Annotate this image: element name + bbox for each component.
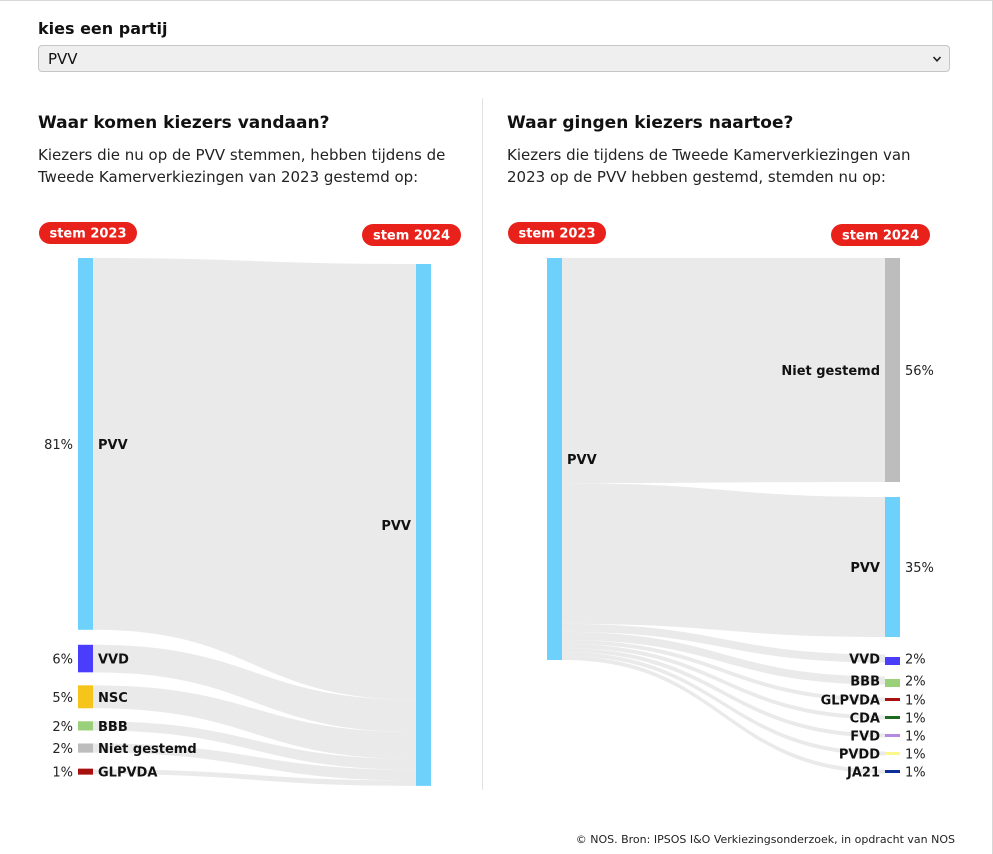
source-pct-vvd: 6%: [52, 653, 73, 668]
source-pct-niet-gestemd: 2%: [52, 742, 73, 757]
target-label-pvv: PVV: [850, 561, 880, 576]
source-node-bbb: [78, 721, 93, 731]
right-header-2024-pill: [831, 224, 930, 246]
target-label-ja21: JA21: [846, 766, 880, 781]
flow-fvd-6: [562, 647, 885, 738]
target-pct-glpvda: 1%: [905, 694, 926, 709]
flow-cda-5: [562, 643, 885, 720]
source-pct-bbb: 2%: [52, 720, 73, 735]
target-node-pvv: [885, 497, 900, 637]
target-label-vvd: VVD: [849, 653, 880, 668]
flow-glpvda-4: [562, 639, 885, 702]
source-label-pvv: PVV: [98, 438, 128, 453]
target-label-fvd: FVD: [850, 730, 880, 745]
target-node-glpvda: [885, 698, 900, 701]
flow-pvv-1: [562, 483, 885, 637]
target-pct-pvdd: 1%: [905, 748, 926, 763]
flow-ja21-8: [562, 655, 885, 774]
source-node-pvv: [78, 258, 93, 630]
flow-niet-gestemd: [93, 743, 416, 781]
source-label-niet-gestemd: Niet gestemd: [98, 742, 197, 757]
left-header-2023-pill: [39, 222, 137, 244]
left-header-2024-pill: [362, 224, 461, 246]
right-header-2024-label: stem 2024: [842, 229, 919, 244]
target-pct-bbb: 2%: [905, 675, 926, 690]
flow-vvd-2: [562, 623, 885, 663]
target-node-vvd: [885, 657, 900, 665]
source-pct-pvv: 81%: [44, 438, 73, 453]
flow-pvv: [93, 258, 416, 700]
source-node-niet-gestemd: [78, 743, 93, 753]
panel-divider: [482, 98, 483, 790]
target-node-ja21: [885, 770, 900, 773]
sankey-right: stem 2023 stem 2024 Niet gestemd 56% PVV 35% V…: [508, 222, 934, 781]
party-select[interactable]: PVV: [38, 45, 950, 72]
source-credit: © NOS. Bron: IPSOS I&O Verkiezingsonderz…: [575, 833, 955, 846]
right-header-2023-pill: [508, 222, 606, 244]
source-node-nsc: [78, 685, 93, 709]
party-select-value: PVV: [48, 50, 78, 68]
target-label-niet-gestemd: Niet gestemd: [781, 364, 880, 379]
left-header-2024-label: stem 2024: [373, 229, 450, 244]
target-node-pvv: [416, 264, 431, 786]
left-header-2023-label: stem 2023: [49, 227, 126, 242]
source-pct-nsc: 5%: [52, 691, 73, 706]
party-select-label: kies een partij: [38, 19, 168, 38]
source-node-vvd: [78, 644, 93, 673]
source-pct-glpvda: 1%: [52, 766, 73, 781]
target-node-bbb: [885, 679, 900, 687]
flow-nsc: [93, 685, 416, 759]
target-pct-ja21: 1%: [905, 766, 926, 781]
target-node-cda: [885, 716, 900, 719]
target-pct-niet-gestemd: 56%: [905, 364, 934, 379]
right-panel-subtitle: Kiezers die tijdens de Tweede Kamerverki…: [507, 146, 911, 186]
target-label-pvdd: PVDD: [839, 748, 880, 763]
source-label-bbb: BBB: [98, 720, 128, 735]
source-node-pvv: [547, 258, 562, 660]
target-pct-pvv: 35%: [905, 561, 934, 576]
target-label-bbb: BBB: [850, 675, 880, 690]
source-label-nsc: NSC: [98, 691, 128, 706]
target-node-fvd: [885, 734, 900, 737]
flow-bbb: [93, 721, 416, 770]
flow-bbb-3: [562, 631, 885, 685]
flow-glpvda: [93, 769, 416, 786]
right-header-2023-label: stem 2023: [518, 227, 595, 242]
flow-niet-gestemd-0: [562, 258, 885, 484]
source-label-glpvda: GLPVDA: [98, 766, 157, 781]
target-label-cda: CDA: [850, 712, 880, 727]
target-pct-vvd: 2%: [905, 653, 926, 668]
target-pct-cda: 1%: [905, 712, 926, 727]
left-panel-title: Waar komen kiezers vandaan?: [38, 113, 330, 133]
target-node-pvdd: [885, 752, 900, 755]
source-node-glpvda: [78, 768, 93, 775]
sankey-left: stem 2023 stem 2024 PVV 81% VVD 6% NSC 5% BBB 2% N…: [39, 222, 461, 786]
target-node-niet-gestemd: [885, 258, 900, 482]
frame-top-border: [0, 0, 992, 1]
target-label-glpvda: GLPVDA: [821, 694, 880, 709]
left-panel-subtitle: Kiezers die nu op de PVV stemmen, hebben…: [38, 146, 446, 186]
chevron-down-icon: [932, 56, 942, 62]
target-pct-fvd: 1%: [905, 730, 926, 745]
flow-vvd: [93, 644, 416, 733]
right-panel-title: Waar gingen kiezers naartoe?: [507, 113, 794, 133]
flow-pvdd-7: [562, 651, 885, 756]
source-label-vvd: VVD: [98, 653, 129, 668]
target-label-pvv: PVV: [381, 519, 411, 534]
source-label-pvv: PVV: [567, 453, 597, 468]
